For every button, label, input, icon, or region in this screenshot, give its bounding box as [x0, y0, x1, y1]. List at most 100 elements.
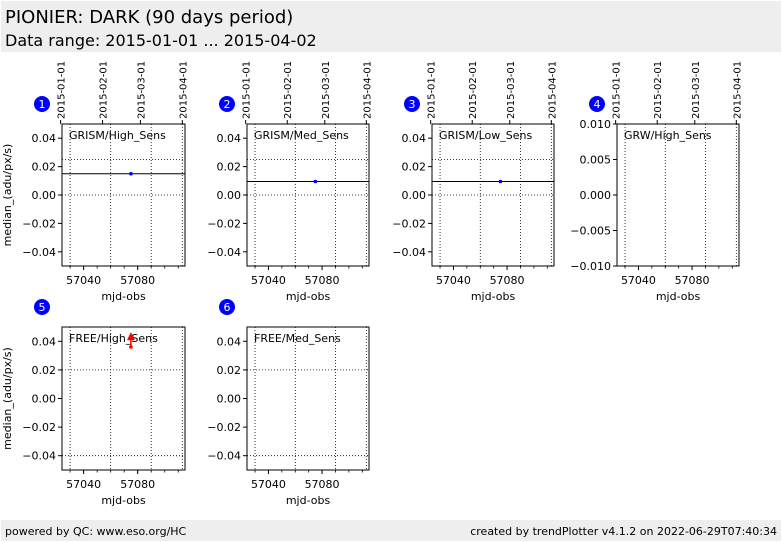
y-tick-label: 0.00 [32, 393, 57, 406]
top-date-label: 2015-04-01 [547, 61, 558, 119]
top-date-label: 2015-01-01 [612, 61, 623, 119]
top-date-label: 2015-01-01 [242, 61, 253, 119]
y-tick-label: 0.005 [580, 154, 612, 167]
y-tick-label: 0.00 [402, 189, 427, 202]
top-date-label: 2015-02-01 [283, 61, 294, 119]
x-tick-label: 57080 [120, 478, 155, 491]
top-date-label: 2015-03-01 [321, 61, 332, 119]
data-point [498, 179, 503, 184]
x-axis-label: mjd-obs [471, 290, 516, 303]
y-tick-label: 0.04 [217, 132, 242, 145]
panel-label: GRISM/Med_Sens [254, 129, 349, 142]
footer-bar: powered by QC: www.eso.org/HC created by… [1, 520, 781, 541]
x-tick-label: 57040 [436, 274, 471, 287]
y-tick-label: 0.04 [32, 132, 57, 145]
x-tick-label: 57080 [305, 478, 340, 491]
y-tick-label: 0.02 [32, 161, 57, 174]
top-date-label: 2015-01-01 [57, 61, 68, 119]
y-tick-label: −0.04 [22, 246, 56, 259]
y-tick-label: −0.02 [207, 217, 241, 230]
plot-frame [246, 326, 370, 471]
x-tick-label: 57040 [621, 274, 656, 287]
y-tick-label: 0.02 [32, 364, 57, 377]
panel-number: 5 [39, 301, 46, 314]
y-axis-label: median_(adu/px/s) [1, 347, 14, 450]
y-tick-label: 0.02 [402, 161, 427, 174]
panel-number-badge [219, 299, 235, 315]
y-tick-label: −0.010 [570, 260, 611, 273]
footer-powered-by: powered by QC: www.eso.org/HC [5, 525, 187, 538]
panel-label: GRW/High_Sens [624, 129, 712, 142]
top-date-label: 2015-02-01 [99, 61, 110, 119]
panel-label: GRISM/Low_Sens [439, 129, 532, 142]
chart-panel-4: −0.010 −0.005 0.000 0.005 0.010 57040 57080 mjd… [570, 61, 743, 303]
y-tick-label: 0.000 [580, 189, 612, 202]
chart-panel-1: −0.04 −0.02 0.00 0.02 0.04 57040 57080 mjd-obs m… [1, 61, 189, 303]
x-tick-label: 57040 [251, 274, 286, 287]
y-tick-label: −0.02 [392, 217, 426, 230]
y-tick-label: 0.00 [32, 189, 57, 202]
chart-panel-2: −0.04 −0.02 0.00 0.02 0.04 57040 57080 mjd-obs 2… [207, 61, 373, 303]
x-axis-label: mjd-obs [286, 494, 331, 507]
y-tick-label: 0.04 [402, 132, 427, 145]
panel-number: 4 [594, 98, 601, 111]
top-date-label: 2015-03-01 [136, 61, 147, 119]
x-axis-label: mjd-obs [101, 290, 146, 303]
x-tick-label: 57040 [66, 478, 101, 491]
plot-frame [61, 326, 186, 471]
y-tick-label: 0.00 [217, 189, 242, 202]
data-point [129, 171, 133, 176]
y-tick-label: 0.02 [217, 364, 242, 377]
page-title: PIONIER: DARK (90 days period) [5, 7, 294, 28]
top-date-label: 2015-02-01 [468, 61, 479, 119]
top-date-label: 2015-03-01 [506, 61, 517, 119]
y-axis-label: median_(adu/px/s) [1, 144, 14, 247]
y-tick-label: 0.04 [32, 335, 57, 348]
outlier-arrow-head [126, 332, 135, 341]
x-tick-label: 57080 [305, 274, 340, 287]
chart-panel-5: −0.04 −0.02 0.00 0.02 0.04 57040 57080 mjd-obs m… [1, 299, 186, 507]
plot-frame [616, 123, 740, 267]
x-tick-label: 57080 [120, 274, 155, 287]
top-date-label: 2015-04-01 [178, 61, 189, 119]
panel-number: 2 [224, 98, 231, 111]
panel-number-badge [34, 96, 50, 112]
panel-label: FREE/High_Sens [69, 332, 158, 345]
panel-number: 6 [224, 301, 231, 314]
top-date-label: 2015-02-01 [653, 61, 664, 119]
panel-label: FREE/Med_Sens [254, 332, 341, 345]
y-tick-label: 0.04 [217, 335, 242, 348]
y-tick-label: −0.02 [22, 421, 56, 434]
y-tick-label: 0.02 [217, 161, 242, 174]
x-axis-label: mjd-obs [101, 494, 146, 507]
panel-number-badge [404, 96, 420, 112]
panel-number: 1 [39, 98, 46, 111]
footer-created-by: created by trendPlotter v4.1.2 on 2022-0… [470, 525, 777, 538]
panel-number-badge [34, 299, 50, 315]
panel-number-badge [589, 96, 605, 112]
top-date-label: 2015-03-01 [691, 61, 702, 119]
panel-label: GRISM/High_Sens [69, 129, 166, 142]
y-tick-label: −0.04 [207, 246, 241, 259]
y-tick-label: 0.010 [580, 118, 612, 131]
header-bar: PIONIER: DARK (90 days period) Data rang… [1, 1, 781, 52]
x-axis-label: mjd-obs [656, 290, 701, 303]
y-tick-label: −0.02 [22, 217, 56, 230]
y-tick-label: −0.04 [22, 450, 56, 463]
data-point [129, 345, 133, 349]
panel-number-badge [219, 96, 235, 112]
x-tick-label: 57040 [251, 478, 286, 491]
y-tick-label: −0.04 [207, 450, 241, 463]
x-axis-label: mjd-obs [286, 290, 331, 303]
y-tick-label: −0.02 [207, 421, 241, 434]
chart-panel-6: −0.04 −0.02 0.00 0.02 0.04 57040 57080 mjd-obs F… [207, 299, 370, 507]
panel-number: 3 [409, 98, 416, 111]
y-tick-label: −0.005 [570, 225, 611, 238]
data-point [313, 179, 318, 184]
x-tick-label: 57080 [675, 274, 710, 287]
page-subtitle: Data range: 2015-01-01 ... 2015-04-02 [5, 31, 317, 50]
top-date-label: 2015-04-01 [362, 61, 373, 119]
top-date-label: 2015-04-01 [732, 61, 743, 119]
y-tick-label: −0.04 [392, 246, 426, 259]
